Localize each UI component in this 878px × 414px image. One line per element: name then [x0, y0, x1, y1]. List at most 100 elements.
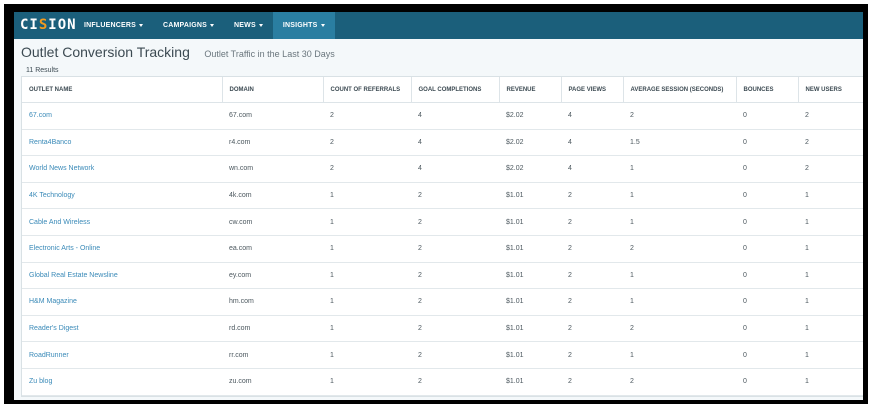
goal-completions-cell: 2: [411, 182, 499, 210]
logo-text-accent: S: [38, 17, 49, 33]
column-header-outlet-name[interactable]: OUTLET NAME: [22, 77, 223, 103]
goal-completions-cell: 2: [411, 262, 499, 290]
outlet-name-link[interactable]: World News Network: [22, 155, 222, 183]
new-users-cell: 1: [798, 288, 863, 316]
revenue-cell: $1.01: [499, 262, 561, 290]
page-title: Outlet Conversion Tracking: [21, 44, 190, 60]
column-header-goal-completions[interactable]: GOAL COMPLETIONS: [411, 77, 500, 103]
domain-cell: rr.com: [222, 341, 323, 369]
revenue-cell: $1.01: [499, 315, 561, 343]
table-row: Electronic Arts - Online ea.com 1 2 $1.01 2 2 0…: [22, 235, 863, 263]
average-session-cell: 2: [623, 102, 736, 130]
page-views-cell: 2: [561, 341, 623, 369]
bounces-cell: 0: [736, 182, 798, 210]
domain-cell: ea.com: [222, 235, 323, 263]
outlet-name-link[interactable]: Zu blog: [22, 368, 222, 396]
domain-cell: 4k.com: [222, 182, 323, 210]
outlet-conversion-table: OUTLET NAME DOMAIN COUNT OF REFERRALS GO…: [22, 77, 863, 396]
goal-completions-cell: 4: [411, 129, 499, 157]
main-nav: INFLUENCERS CAMPAIGNS NEWS INSIGHTS: [74, 12, 335, 39]
column-header-average-session[interactable]: AVERAGE SESSION (SECONDS): [623, 77, 737, 103]
outlet-name-link[interactable]: Cable And Wireless: [22, 208, 222, 236]
domain-cell: 67.com: [222, 102, 323, 130]
new-users-cell: 2: [798, 102, 863, 130]
app-window: CISION INFLUENCERS CAMPAIGNS NEWS INSIGH…: [14, 12, 863, 400]
referrals-cell: 1: [323, 315, 411, 343]
domain-cell: wn.com: [222, 155, 323, 183]
referrals-cell: 2: [323, 102, 411, 130]
column-header-revenue[interactable]: REVENUE: [499, 77, 562, 103]
revenue-cell: $1.01: [499, 182, 561, 210]
domain-cell: r4.com: [222, 129, 323, 157]
bounces-cell: 0: [736, 315, 798, 343]
goal-completions-cell: 2: [411, 368, 499, 396]
bounces-cell: 0: [736, 368, 798, 396]
page-header: Outlet Conversion Tracking Outlet Traffi…: [21, 44, 335, 62]
revenue-cell: $1.01: [499, 208, 561, 236]
outlet-name-link[interactable]: Renta4Banco: [22, 129, 222, 157]
column-header-page-views[interactable]: PAGE VIEWS: [561, 77, 624, 103]
page-views-cell: 2: [561, 235, 623, 263]
outlet-name-link[interactable]: Reader's Digest: [22, 315, 222, 343]
outlet-name-link[interactable]: RoadRunner: [22, 341, 222, 369]
top-navigation-bar: CISION INFLUENCERS CAMPAIGNS NEWS INSIGH…: [14, 12, 863, 39]
new-users-cell: 2: [798, 129, 863, 157]
bounces-cell: 0: [736, 288, 798, 316]
revenue-cell: $1.01: [499, 368, 561, 396]
outlet-name-link[interactable]: Global Real Estate Newsline: [22, 262, 222, 290]
nav-campaigns-label: CAMPAIGNS: [162, 22, 208, 29]
goal-completions-cell: 2: [411, 341, 499, 369]
column-header-count-of-referrals[interactable]: COUNT OF REFERRALS: [323, 77, 412, 103]
window-frame: CISION INFLUENCERS CAMPAIGNS NEWS INSIGH…: [4, 4, 868, 404]
referrals-cell: 1: [323, 182, 411, 210]
outlet-name-link[interactable]: 67.com: [22, 102, 222, 130]
nav-campaigns[interactable]: CAMPAIGNS: [153, 12, 224, 39]
column-header-new-users[interactable]: NEW USERS: [798, 77, 863, 103]
outlet-name-link[interactable]: H&M Magazine: [22, 288, 222, 316]
average-session-cell: 2: [623, 315, 736, 343]
table-row: RoadRunner rr.com 1 2 $1.01 2 1 0 1: [22, 341, 863, 369]
bounces-cell: 0: [736, 102, 798, 130]
referrals-cell: 2: [323, 129, 411, 157]
table-row: Cable And Wireless cw.com 1 2 $1.01 2 1 0 1: [22, 208, 863, 236]
average-session-cell: 1: [623, 155, 736, 183]
referrals-cell: 1: [323, 208, 411, 236]
revenue-cell: $1.01: [499, 235, 561, 263]
new-users-cell: 1: [798, 235, 863, 263]
bounces-cell: 0: [736, 155, 798, 183]
chevron-down-icon: [320, 23, 325, 27]
page-views-cell: 4: [561, 155, 623, 183]
nav-influencers[interactable]: INFLUENCERS: [74, 12, 153, 39]
revenue-cell: $1.01: [499, 341, 561, 369]
outlet-name-link[interactable]: Electronic Arts - Online: [22, 235, 222, 263]
cision-logo[interactable]: CISION: [20, 17, 77, 34]
outlet-name-link[interactable]: 4K Technology: [22, 182, 222, 210]
revenue-cell: $2.02: [499, 102, 561, 130]
chevron-down-icon: [258, 23, 263, 27]
average-session-cell: 1: [623, 208, 736, 236]
domain-cell: cw.com: [222, 208, 323, 236]
average-session-cell: 1.5: [623, 129, 736, 157]
column-header-domain[interactable]: DOMAIN: [222, 77, 324, 103]
bounces-cell: 0: [736, 235, 798, 263]
average-session-cell: 1: [623, 288, 736, 316]
page-views-cell: 2: [561, 368, 623, 396]
logo-text-start: CI: [20, 17, 39, 33]
table-row: 4K Technology 4k.com 1 2 $1.01 2 1 0 1: [22, 182, 863, 210]
nav-news[interactable]: NEWS: [224, 12, 273, 39]
table-row: Global Real Estate Newsline ey.com 1 2 $1.01…: [22, 262, 863, 290]
table-body: 67.com 67.com 2 4 $2.02 4 2 0 2 Renta4Banco r4.com…: [22, 102, 863, 396]
average-session-cell: 1: [623, 182, 736, 210]
page-subtitle: Outlet Traffic in the Last 30 Days: [204, 49, 335, 59]
chevron-down-icon: [138, 23, 143, 27]
new-users-cell: 1: [798, 368, 863, 396]
revenue-cell: $2.02: [499, 129, 561, 157]
domain-cell: rd.com: [222, 315, 323, 343]
referrals-cell: 1: [323, 288, 411, 316]
new-users-cell: 1: [798, 262, 863, 290]
nav-insights[interactable]: INSIGHTS: [272, 12, 335, 39]
referrals-cell: 1: [323, 368, 411, 396]
column-header-bounces[interactable]: BOUNCES: [736, 77, 799, 103]
table-row: 67.com 67.com 2 4 $2.02 4 2 0 2: [22, 102, 863, 130]
bounces-cell: 0: [736, 262, 798, 290]
